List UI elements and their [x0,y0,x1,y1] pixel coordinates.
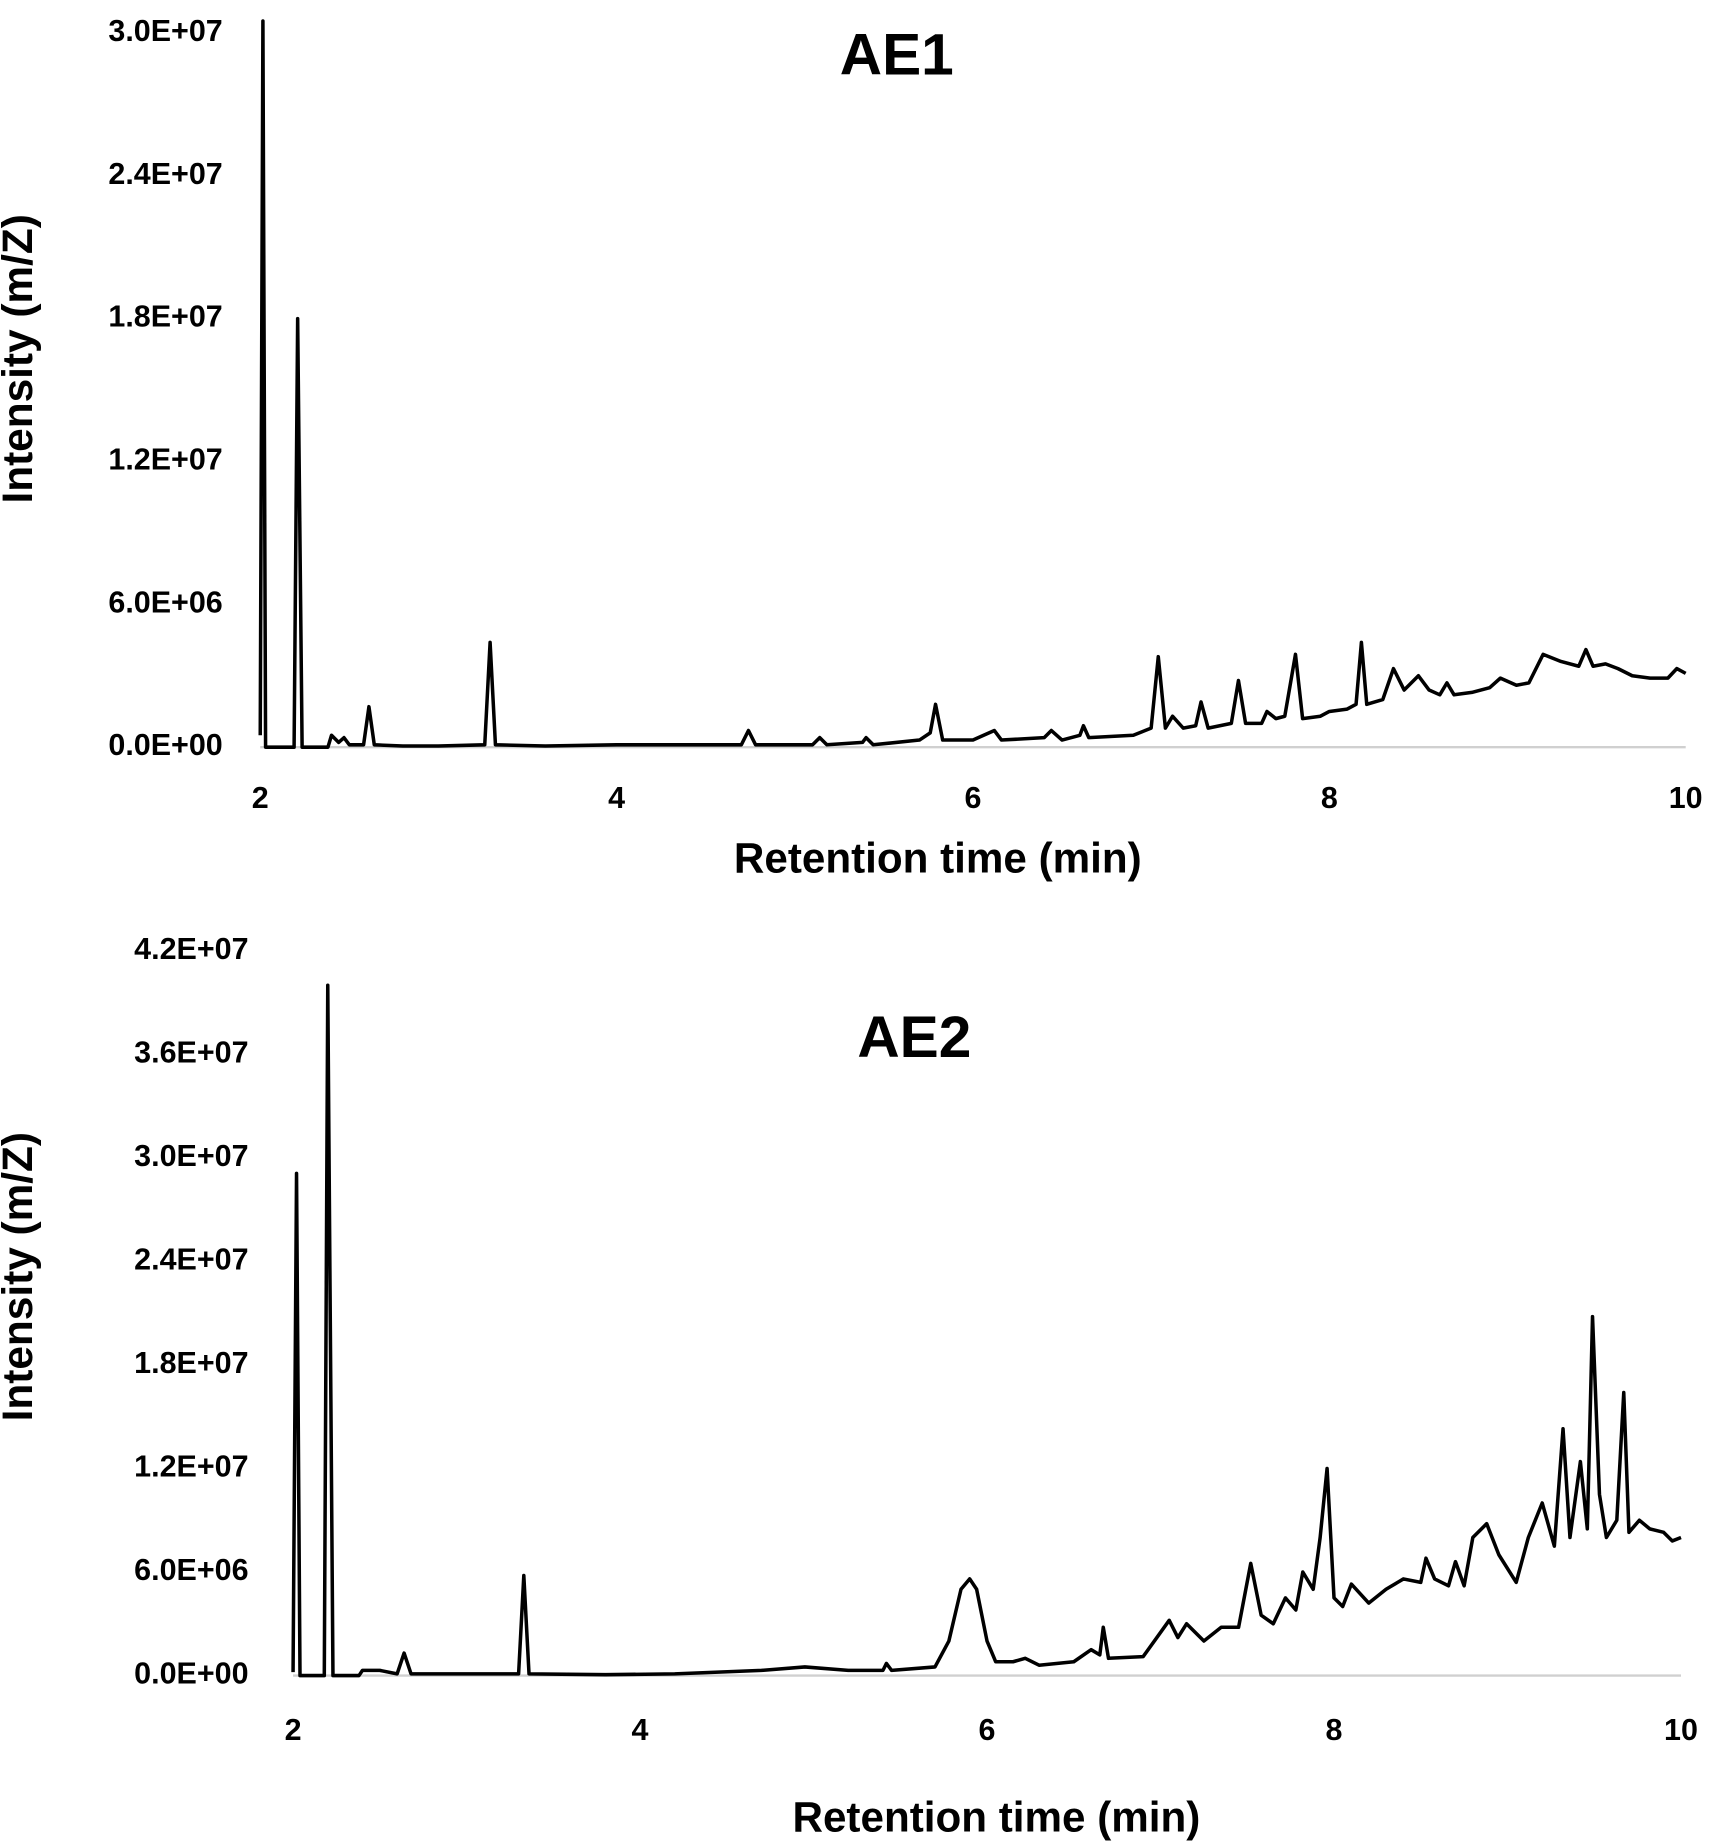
y-tick-label: 3.0E+07 [134,1139,248,1173]
y-tick-label: 0.0E+00 [134,1657,248,1691]
y-axis-title: Intensity (m/Z) [0,1132,41,1421]
y-tick-label: 1.8E+07 [134,1346,248,1380]
x-axis-title: Retention time (min) [734,834,1142,881]
y-tick-label: 6.0E+06 [108,585,222,619]
y-tick-label: 3.6E+07 [134,1035,248,1069]
y-tick-label: 1.2E+07 [108,443,222,477]
x-axis-title: Retention time (min) [793,1793,1201,1840]
chart-title: AE1 [840,22,954,87]
chart-title: AE2 [857,1005,971,1070]
y-tick-label: 1.2E+07 [134,1449,248,1483]
y-tick-label: 2.4E+07 [134,1242,248,1276]
y-tick-label: 0.0E+00 [108,728,222,762]
y-tick-label: 4.2E+07 [134,932,248,966]
x-tick-label: 10 [1669,781,1703,815]
x-tick-label: 10 [1664,1713,1698,1747]
x-tick-label: 4 [608,781,625,815]
y-tick-label: 6.0E+06 [134,1553,248,1587]
x-tick-label: 2 [252,781,269,815]
x-tick-label: 2 [285,1713,302,1747]
chromatogram-line [291,983,1682,1678]
x-tick-label: 6 [979,1713,996,1747]
x-tick-label: 4 [632,1713,649,1747]
chromatogram-line [258,19,1687,749]
y-axis-title: Intensity (m/Z) [0,214,41,503]
y-tick-label: 2.4E+07 [108,157,222,191]
y-tick-label: 3.0E+07 [108,14,222,48]
x-tick-label: 8 [1321,781,1338,815]
x-tick-label: 8 [1326,1713,1343,1747]
y-tick-label: 1.8E+07 [108,300,222,334]
x-tick-label: 6 [964,781,981,815]
